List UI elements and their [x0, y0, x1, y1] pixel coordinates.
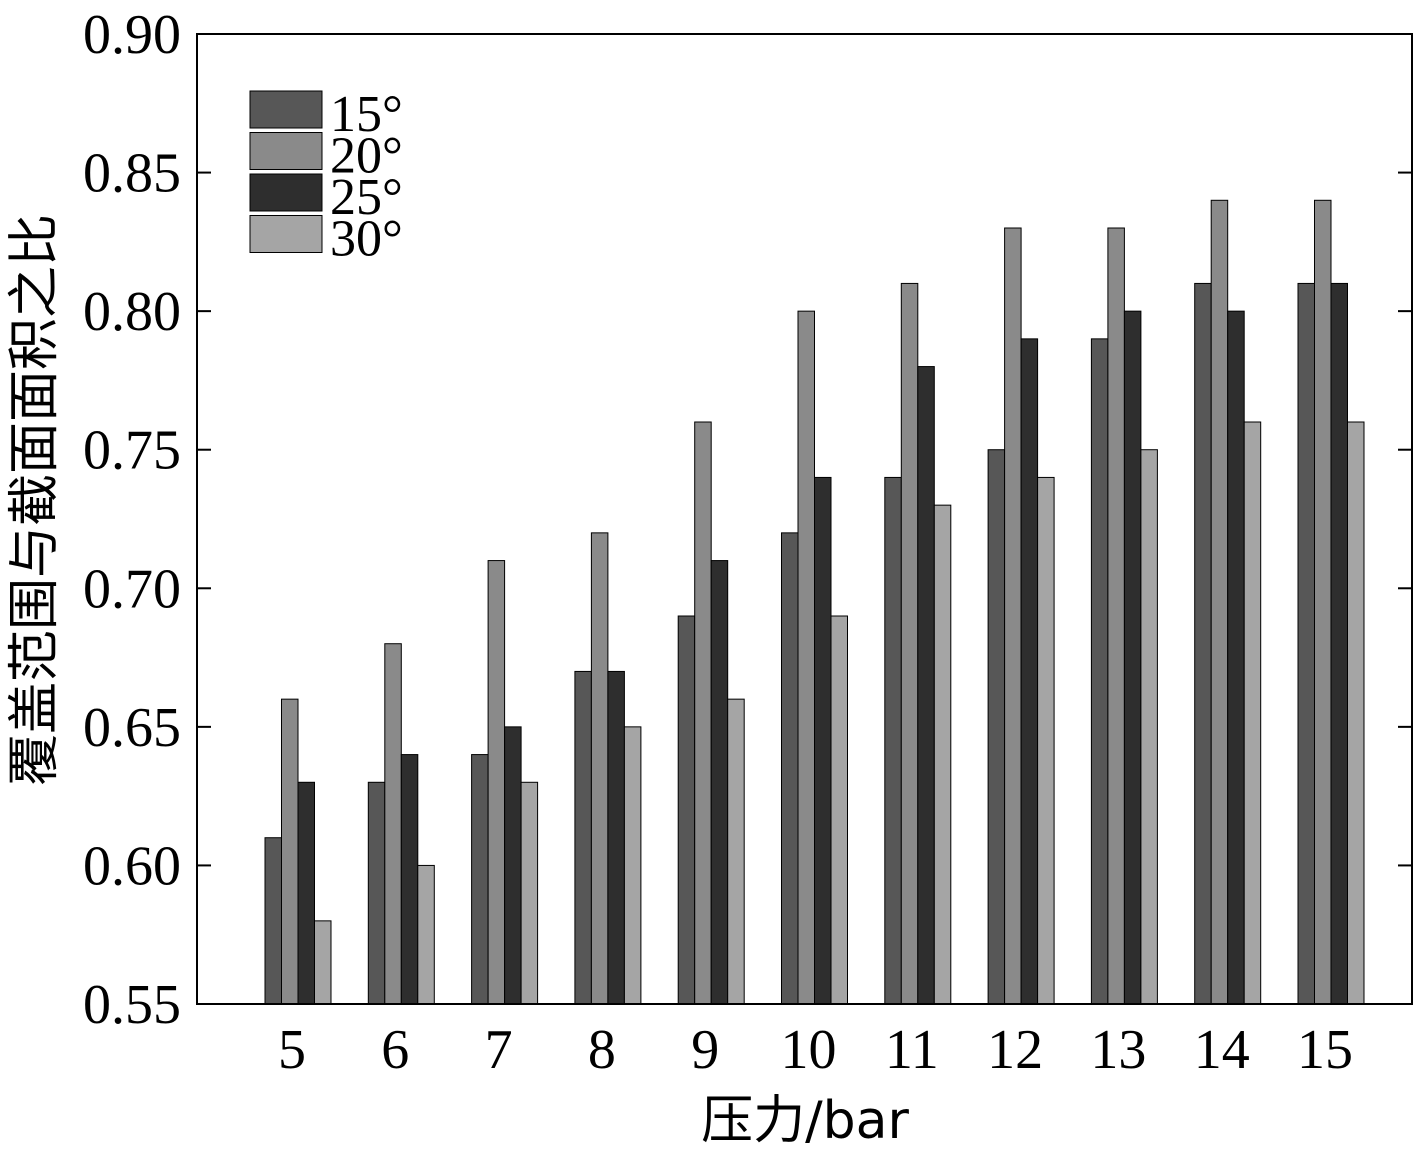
bar-5-30°: [314, 920, 332, 1005]
bar-15-25°: [1330, 282, 1348, 1005]
bar-7-15°: [471, 754, 489, 1005]
bar-12-25°: [1020, 338, 1039, 1005]
x-tick-label: 8: [588, 1019, 616, 1081]
legend-swatch: [249, 215, 323, 253]
bar-9-20°: [694, 421, 712, 1005]
bars-group: [264, 199, 1365, 1005]
bar-9-30°: [727, 698, 745, 1005]
legend-label: 25°: [330, 169, 403, 226]
bar-14-25°: [1227, 310, 1245, 1005]
y-tick-label: 0.90: [83, 4, 181, 66]
bar-11-15°: [884, 476, 902, 1005]
bar-6-25°: [400, 754, 419, 1005]
bar-10-25°: [814, 476, 832, 1005]
bar-5-20°: [281, 698, 299, 1005]
x-tick-label: 9: [691, 1019, 719, 1081]
bar-13-15°: [1090, 338, 1109, 1005]
bar-12-20°: [1004, 227, 1022, 1005]
y-axis-title: 覆盖范围与截面面积之比: [5, 214, 65, 786]
bar-8-30°: [623, 726, 642, 1005]
legend-swatch: [249, 90, 323, 129]
legend-swatch: [249, 173, 323, 212]
bar-7-25°: [504, 726, 522, 1005]
bar-10-30°: [830, 615, 848, 1005]
bar-14-30°: [1243, 421, 1262, 1005]
y-tick-label: 0.55: [83, 974, 181, 1036]
y-tick-label: 0.65: [83, 697, 181, 759]
bar-14-20°: [1210, 199, 1229, 1005]
bar-9-15°: [677, 615, 696, 1005]
x-tick-label: 5: [278, 1019, 306, 1081]
x-tick-label: 15: [1297, 1019, 1353, 1081]
bar-6-30°: [417, 864, 435, 1005]
bar-8-25°: [607, 670, 625, 1005]
bar-10-20°: [797, 310, 815, 1005]
legend-swatch: [249, 132, 323, 170]
bar-11-20°: [900, 282, 919, 1005]
bar-13-20°: [1107, 227, 1125, 1005]
y-tick-label: 0.80: [83, 281, 181, 343]
bar-15-20°: [1314, 199, 1332, 1005]
x-tick-label: 6: [381, 1019, 409, 1081]
x-axis-title: 压力/bar: [701, 1091, 909, 1151]
x-tick-label: 12: [987, 1019, 1043, 1081]
plot-area-frame: [196, 33, 1413, 1005]
y-tick-label: 0.60: [83, 835, 181, 897]
bar-6-15°: [367, 781, 386, 1005]
legend-label: 15°: [330, 86, 403, 143]
bar-13-25°: [1123, 310, 1142, 1005]
y-tick-label: 0.75: [83, 420, 181, 482]
bar-5-15°: [264, 837, 282, 1005]
legend-label: 30°: [330, 211, 403, 268]
bar-12-30°: [1037, 476, 1055, 1005]
bar-7-20°: [487, 560, 506, 1005]
x-tick-label: 14: [1194, 1019, 1250, 1081]
bar-11-30°: [933, 504, 952, 1005]
bar-14-15°: [1194, 282, 1212, 1005]
bar-7-30°: [520, 781, 539, 1005]
x-tick-label: 11: [885, 1019, 939, 1081]
y-tick-label: 0.70: [83, 558, 181, 620]
bar-15-30°: [1347, 421, 1365, 1005]
bar-13-30°: [1140, 449, 1158, 1005]
x-tick-label: 10: [781, 1019, 837, 1081]
bar-11-25°: [917, 366, 935, 1005]
x-tick-label: 7: [485, 1019, 513, 1081]
y-tick-label: 0.85: [83, 143, 181, 205]
bar-6-20°: [384, 643, 402, 1005]
bar-12-15°: [987, 449, 1006, 1005]
x-tick-label: 13: [1090, 1019, 1146, 1081]
bar-15-15°: [1297, 282, 1315, 1005]
bar-5-25°: [297, 781, 315, 1005]
x-axis-ticks: 5 6 7 8 9 10 11 12 13 14 15: [278, 1019, 1353, 1081]
y-axis-ticks: 0.55 0.60 0.65 0.70 0.75 0.80 0.85 0.90: [83, 4, 1412, 1036]
legend: 15°20°25°30°: [249, 86, 403, 268]
bar-10-15°: [781, 532, 799, 1005]
bar-8-15°: [574, 670, 592, 1005]
bar-9-25°: [710, 560, 729, 1005]
bar-8-20°: [590, 532, 609, 1005]
legend-label: 20°: [330, 128, 403, 185]
